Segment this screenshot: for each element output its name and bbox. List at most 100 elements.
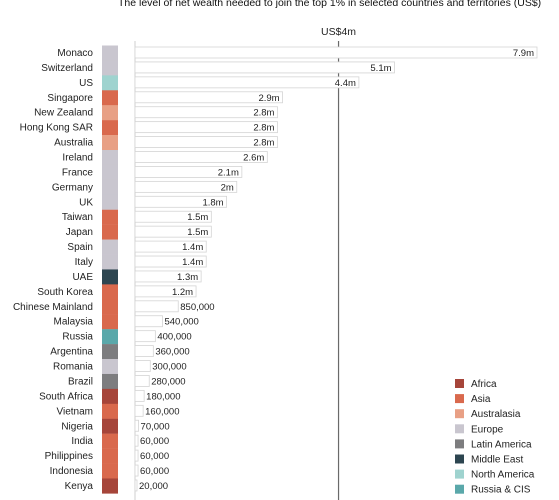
category-label-chinese-mainland: Chinese Mainland [13, 302, 93, 313]
region-swatch-taiwan [102, 209, 118, 225]
legend-swatch-middle-east [455, 454, 464, 464]
category-label-india: India [71, 436, 93, 447]
region-swatch-kenya [102, 478, 118, 494]
value-label-uk: 1.8m [202, 197, 223, 208]
category-label-australia: Australia [54, 138, 93, 149]
reference-line-label: US$4m [321, 26, 356, 38]
value-label-indonesia: 60,000 [140, 466, 169, 477]
category-label-taiwan: Taiwan [62, 212, 93, 223]
value-label-kenya: 20,000 [139, 481, 168, 492]
bar-malaysia [134, 315, 163, 328]
value-label-australia: 2.8m [253, 138, 274, 149]
value-label-spain: 1.4m [182, 242, 203, 253]
bar-australia [134, 136, 278, 148]
region-swatch-ireland [102, 150, 118, 166]
legend-label-latin-america: Latin America [471, 439, 532, 450]
value-label-new-zealand: 2.8m [253, 108, 274, 119]
category-label-uk: UK [79, 197, 93, 208]
bar-south-africa [134, 389, 145, 402]
value-label-germany: 2m [221, 182, 234, 193]
category-label-brazil: Brazil [68, 376, 93, 387]
bar-us [134, 76, 360, 89]
value-label-monaco: 7.9m [513, 48, 534, 59]
region-swatch-singapore [102, 90, 118, 106]
value-label-chinese-mainland: 850,000 [180, 302, 214, 313]
region-swatch-spain [102, 239, 118, 255]
category-label-singapore: Singapore [47, 93, 93, 104]
bar-italy [134, 255, 207, 268]
bar-philippines [134, 449, 139, 462]
region-swatch-philippines [102, 448, 118, 464]
region-swatch-south-africa [102, 388, 118, 405]
bar-argentina [134, 345, 154, 358]
legend-label-middle-east: Middle East [471, 455, 523, 466]
category-label-germany: Germany [52, 182, 93, 193]
region-swatch-hong-kong-sar [102, 120, 118, 136]
value-label-vietnam: 160,000 [145, 406, 179, 417]
value-label-russia: 400,000 [157, 332, 191, 343]
region-swatch-germany [102, 179, 118, 195]
bar-singapore [134, 91, 283, 104]
value-label-argentina: 360,000 [155, 347, 189, 358]
bar-uae [134, 270, 202, 283]
category-label-ireland: Ireland [62, 153, 93, 164]
category-label-uae: UAE [72, 272, 93, 283]
value-label-romania: 300,000 [152, 362, 186, 373]
legend-swatch-europe [455, 424, 464, 434]
bars-group: Monaco 7.9m Switzerland 5.1m US 4.4m Singapore… [13, 41, 538, 500]
legend-label-europe: Europe [471, 424, 504, 435]
category-label-france: France [62, 167, 94, 178]
value-label-japan: 1.5m [187, 227, 208, 238]
region-swatch-us [102, 75, 118, 91]
region-swatch-india [102, 433, 118, 449]
reference-line-group: US$4m [321, 26, 356, 500]
region-swatch-brazil [102, 373, 118, 390]
region-swatch-malaysia [102, 314, 118, 330]
region-swatch-vietnam [102, 403, 118, 419]
bar-kenya [134, 479, 138, 492]
category-label-russia: Russia [62, 332, 93, 343]
legend-label-asia: Asia [471, 394, 491, 405]
value-label-italy: 1.4m [182, 257, 203, 268]
region-swatch-uk [102, 194, 118, 210]
legend-swatch-asia [455, 394, 464, 404]
bar-germany [134, 180, 238, 193]
value-label-singapore: 2.9m [258, 93, 279, 104]
bar-chinese-mainland [134, 300, 179, 313]
value-label-south-korea: 1.2m [172, 287, 193, 298]
category-label-malaysia: Malaysia [54, 317, 94, 328]
value-label-nigeria: 70,000 [141, 421, 170, 432]
region-swatch-switzerland [102, 60, 118, 76]
bar-nigeria [134, 419, 139, 432]
value-label-ireland: 2.6m [243, 153, 264, 164]
legend-label-australasia: Australasia [471, 409, 521, 420]
category-label-philippines: Philippines [45, 451, 93, 462]
value-label-uae: 1.3m [177, 272, 198, 283]
category-label-japan: Japan [66, 227, 93, 238]
bar-ireland [134, 151, 268, 163]
region-swatch-japan [102, 224, 118, 240]
category-label-nigeria: Nigeria [61, 421, 93, 432]
legend-swatch-north-america [455, 469, 464, 479]
category-label-us: US [79, 78, 93, 89]
region-swatch-argentina [102, 344, 118, 360]
value-label-us: 4.4m [335, 78, 356, 89]
value-label-south-africa: 180,000 [146, 391, 180, 402]
category-label-hong-kong-sar: Hong Kong SAR [20, 123, 93, 134]
region-swatch-australia [102, 135, 118, 151]
bar-taiwan [134, 210, 212, 223]
legend-swatch-latin-america [455, 439, 464, 449]
legend-swatch-africa [455, 379, 464, 388]
region-swatch-russia [102, 329, 118, 345]
region-swatch-chinese-mainland [102, 299, 118, 315]
category-label-switzerland: Switzerland [41, 63, 93, 74]
bar-brazil [134, 375, 150, 387]
value-label-india: 60,000 [140, 436, 169, 447]
bar-spain [134, 240, 207, 253]
bar-south-korea [134, 285, 197, 298]
category-label-kenya: Kenya [65, 481, 94, 492]
bar-russia [134, 330, 156, 343]
legend-swatch-australasia [455, 409, 464, 419]
region-swatch-italy [102, 254, 118, 270]
